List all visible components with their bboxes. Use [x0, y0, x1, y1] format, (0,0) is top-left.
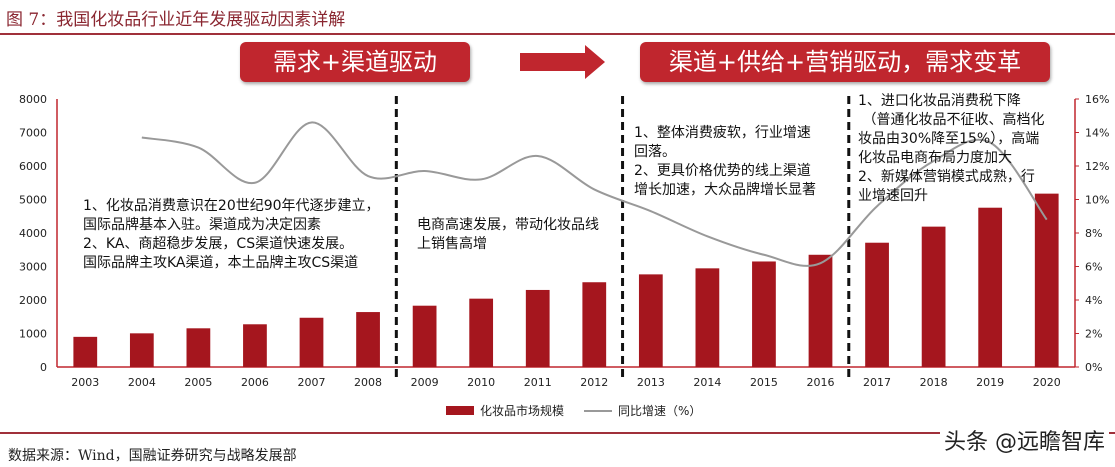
x-tick-label: 2012 — [580, 376, 608, 389]
bar-2015 — [752, 261, 776, 367]
bar-2012 — [582, 282, 607, 367]
x-tick-label: 2010 — [467, 376, 495, 389]
stage1-banner: 需求+渠道驱动 — [240, 42, 470, 82]
legend-line-swatch — [584, 409, 613, 412]
bar-2016 — [808, 254, 833, 367]
y-right-tick-label: 10% — [1085, 194, 1109, 207]
y-left-tick-label: 4000 — [19, 227, 47, 240]
bar-2008 — [356, 312, 380, 367]
x-tick-label: 2011 — [524, 376, 552, 389]
y-left-tick-label: 6000 — [19, 160, 47, 173]
x-tick-label: 2003 — [71, 376, 99, 389]
annotation-stage-2: 电商高速发展，带动化妆品线 上销售高增 — [417, 217, 599, 252]
y-left-tick-label: 3000 — [19, 261, 47, 274]
x-tick-label: 2009 — [411, 376, 439, 389]
bar-2005 — [186, 328, 211, 367]
header-rule — [0, 33, 1115, 35]
y-left-tick-label: 1000 — [19, 328, 47, 341]
x-tick-label: 2017 — [863, 376, 891, 389]
x-tick-label: 2008 — [354, 376, 382, 389]
bar-2003 — [73, 336, 98, 367]
footer-rule — [0, 432, 1115, 434]
y-left-tick-label: 2000 — [19, 294, 47, 307]
y-left-tick-label: 7000 — [19, 127, 47, 140]
x-tick-label: 2016 — [807, 376, 835, 389]
stage2-banner: 渠道+供给+营销驱动，需求变革 — [640, 42, 1050, 82]
bar-2009 — [412, 305, 437, 367]
watermark: 头条 @远瞻智库 — [940, 424, 1109, 456]
y-right-tick-label: 12% — [1085, 160, 1109, 173]
y-right-tick-label: 6% — [1085, 261, 1102, 274]
bar-2004 — [129, 333, 154, 367]
y-right-tick-label: 0% — [1085, 361, 1102, 374]
figure-title: 图 7：我国化妆品行业近年发展驱动因素详解 — [6, 10, 346, 30]
legend-bar-label: 化妆品市场规模 — [480, 404, 565, 418]
x-tick-label: 2005 — [184, 376, 212, 389]
y-left-tick-label: 8000 — [19, 93, 47, 106]
bar-2017 — [865, 242, 889, 367]
x-tick-label: 2020 — [1033, 376, 1061, 389]
bar-2020 — [1034, 193, 1059, 367]
annotation-stage-4: 1、进口化妆品消费税下降 （普通化妆品不征收、高档化 妆品由30%降至15%），… — [858, 93, 1045, 204]
y-right-tick-label: 8% — [1085, 227, 1102, 240]
bar-2007 — [299, 317, 324, 367]
y-right-tick-label: 2% — [1085, 328, 1102, 341]
bar-2013 — [638, 274, 663, 367]
x-tick-label: 2007 — [298, 376, 326, 389]
annotation-stage-3: 1、整体消费疲软，行业增速 回落。 2、更具价格优势的线上渠道 增长加速，大众品… — [634, 125, 816, 198]
y-right-tick-label: 16% — [1085, 93, 1109, 106]
x-tick-label: 2013 — [637, 376, 665, 389]
x-tick-label: 2015 — [750, 376, 778, 389]
data-source: 数据来源：Wind，国融证券研究与战略发展部 — [8, 448, 297, 464]
y-left-tick-label: 5000 — [19, 194, 47, 207]
bar-2010 — [469, 298, 494, 367]
bar-2006 — [243, 324, 267, 367]
bar-2019 — [978, 207, 1003, 367]
legend-line-label: 同比增速（%） — [618, 404, 702, 418]
x-tick-label: 2014 — [693, 376, 721, 389]
annotation-stage-1: 1、化妆品消费意识在20世纪90年代逐步建立， 国际品牌基本入驻。渠道成为决定因… — [83, 198, 380, 271]
x-tick-label: 2019 — [976, 376, 1004, 389]
x-tick-label: 2018 — [920, 376, 948, 389]
bar-2018 — [921, 226, 946, 367]
y-right-tick-label: 4% — [1085, 294, 1102, 307]
legend-bar-swatch — [446, 406, 474, 415]
bar-2014 — [695, 268, 720, 367]
legend: 化妆品市场规模 同比增速（%） — [446, 402, 701, 419]
bar-2011 — [525, 289, 550, 367]
y-left-tick-label: 0 — [40, 361, 47, 374]
x-tick-label: 2004 — [128, 376, 156, 389]
y-right-tick-label: 14% — [1085, 127, 1109, 140]
x-tick-label: 2006 — [241, 376, 269, 389]
